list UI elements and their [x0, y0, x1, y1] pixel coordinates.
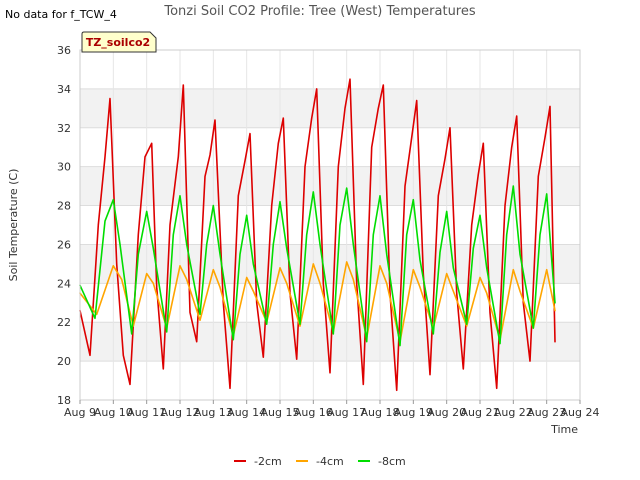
series-layer [79, 78, 556, 392]
plot-band [80, 88, 580, 128]
chart-title: Tonzi Soil CO2 Profile: Tree (West) Temp… [163, 4, 476, 19]
no-data-note: No data for f_TCW_4 [5, 8, 117, 21]
legend-label: -8cm [378, 455, 406, 468]
x-tick-label: Aug 9 [64, 406, 96, 419]
y-tick-label: 30 [57, 161, 71, 174]
plot-band [80, 166, 580, 206]
y-axis-label: Soil Temperature (C) [7, 169, 20, 282]
y-tick-label: 36 [57, 44, 71, 57]
y-tick-label: 28 [57, 200, 71, 213]
x-tick-label: Aug 21 [461, 406, 500, 419]
x-tick-label: Aug 12 [161, 406, 200, 419]
plot-frame [79, 49, 581, 401]
x-tick-label: Aug 20 [427, 406, 466, 419]
x-tick-label: Aug 11 [127, 406, 166, 419]
x-tick-label: Aug 13 [194, 406, 233, 419]
sensor-badge-shape [81, 31, 157, 53]
x-tick-label: Aug 17 [327, 406, 366, 419]
legend-label: -4cm [316, 455, 344, 468]
x-tick-label: Aug 18 [361, 406, 400, 419]
x-tick-label: Aug 10 [94, 406, 133, 419]
y-tick-label: 20 [57, 355, 71, 368]
x-tick-label: Aug 22 [494, 406, 533, 419]
x-tick-label: Aug 19 [394, 406, 433, 419]
plot-band [80, 244, 580, 284]
x-tick-label: Aug 24 [561, 406, 600, 419]
y-tick-label: 22 [57, 316, 71, 329]
y-tick-label: 32 [57, 122, 71, 135]
legend-label: -2cm [254, 455, 282, 468]
y-tick-label: 18 [57, 394, 71, 407]
x-tick-label: Aug 15 [261, 406, 300, 419]
series-line-2cm [79, 78, 556, 392]
y-tick-label: 24 [57, 277, 71, 290]
legend: -2cm -4cm -8cm [234, 455, 406, 468]
sensor-badge: TZ_soilco2 [81, 31, 157, 53]
sensor-badge-label: TZ_soilco2 [86, 36, 150, 49]
x-tick-label: Aug 16 [294, 406, 333, 419]
x-tick-label: Aug 23 [527, 406, 566, 419]
y-tick-label: 34 [57, 83, 71, 96]
x-axis-label: Time [550, 423, 578, 436]
plot-band [80, 50, 580, 89]
plot-band [80, 127, 580, 167]
plot-band [80, 205, 580, 245]
series-line-8cm [79, 185, 556, 347]
y-tick-label: 26 [57, 238, 71, 251]
x-tick-label: Aug 14 [227, 406, 266, 419]
